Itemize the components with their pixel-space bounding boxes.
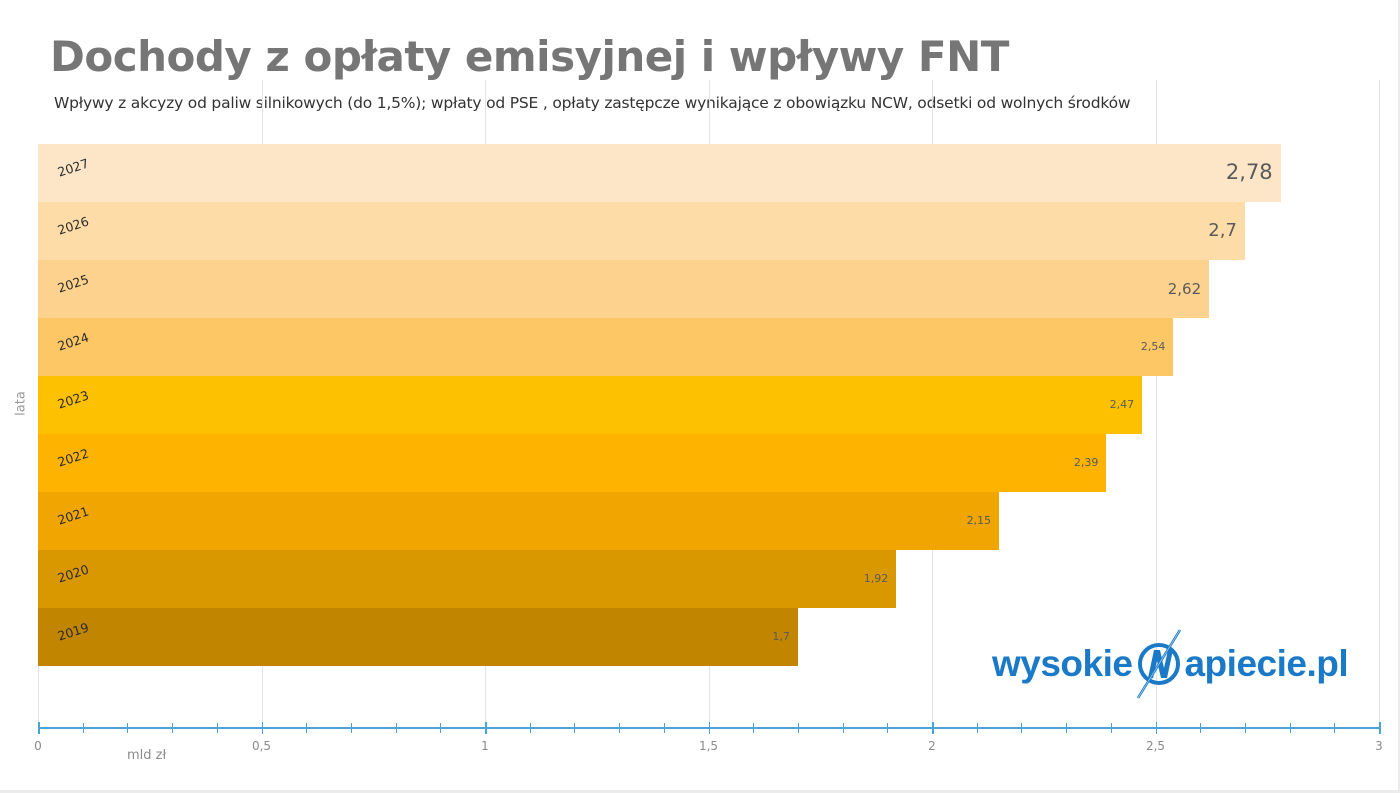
gridline: [1155, 80, 1157, 728]
x-tick-label: 0: [34, 739, 42, 753]
value-label: 2,78: [1225, 160, 1273, 185]
minor-tick: [842, 723, 844, 733]
major-tick: [708, 722, 710, 734]
bar-2021[interactable]: [38, 492, 1000, 550]
minor-tick: [797, 723, 799, 733]
x-tick-label: 2,5: [1145, 739, 1166, 753]
value-label: 2,62: [1167, 280, 1202, 298]
logo-text-left: wysokie: [992, 643, 1133, 684]
minor-tick: [216, 723, 218, 733]
x-tick-label: 3: [1375, 739, 1383, 753]
value-label: 2,39: [1073, 456, 1099, 470]
bar-2019[interactable]: [38, 608, 798, 666]
bar-2025[interactable]: [38, 260, 1210, 318]
major-tick: [1155, 722, 1157, 734]
minor-tick: [1244, 723, 1246, 733]
bar-2020[interactable]: [38, 550, 897, 608]
minor-tick: [1066, 723, 1068, 733]
bar-2024[interactable]: [38, 318, 1174, 376]
value-label: 1,7: [772, 630, 790, 644]
n-lightning-icon: [1137, 629, 1182, 699]
bar-2026[interactable]: [38, 202, 1245, 260]
minor-tick: [1021, 723, 1023, 733]
major-tick: [485, 722, 487, 734]
minor-tick: [1334, 723, 1336, 733]
value-label: 2,54: [1140, 340, 1166, 354]
value-label: 2,15: [966, 514, 992, 528]
bar-2023[interactable]: [38, 376, 1143, 434]
x-tick-label: 1: [481, 739, 489, 753]
minor-tick: [574, 723, 576, 733]
minor-tick: [1289, 723, 1291, 733]
minor-tick: [976, 723, 978, 733]
minor-tick: [619, 723, 621, 733]
x-tick-label: 0,5: [251, 739, 272, 753]
minor-tick: [1200, 723, 1202, 733]
minor-tick: [887, 723, 889, 733]
minor-tick: [529, 723, 531, 733]
minor-tick: [350, 723, 352, 733]
x-axis-title: mld zł: [127, 748, 167, 763]
x-tick-label: 2: [928, 739, 936, 753]
logo-text-right: apiecie.pl: [1184, 643, 1349, 684]
minor-tick: [663, 723, 665, 733]
bar-2022[interactable]: [38, 434, 1107, 492]
major-tick: [932, 722, 934, 734]
major-tick: [38, 722, 40, 734]
chart-subtitle: Wpływy z akcyzy od paliw silnikowych (do…: [54, 94, 1131, 112]
minor-tick: [172, 723, 174, 733]
minor-tick: [753, 723, 755, 733]
value-label: 2,47: [1109, 398, 1135, 412]
minor-tick: [82, 723, 84, 733]
x-tick-label: 1,5: [698, 739, 719, 753]
major-tick: [1379, 722, 1381, 734]
brand-logo[interactable]: wysokie apiecie.pl: [992, 628, 1349, 700]
major-tick: [261, 722, 263, 734]
value-label: 1,92: [863, 572, 889, 586]
value-label: 2,7: [1208, 220, 1237, 242]
minor-tick: [306, 723, 308, 733]
minor-tick: [440, 723, 442, 733]
minor-tick: [395, 723, 397, 733]
gridline: [1379, 80, 1380, 728]
y-axis-title: lata: [13, 391, 29, 416]
chart-title: Dochody z opłaty emisyjnej i wpływy FNT: [50, 32, 1009, 81]
minor-tick: [127, 723, 129, 733]
bar-2027[interactable]: [38, 144, 1281, 202]
minor-tick: [1110, 723, 1112, 733]
